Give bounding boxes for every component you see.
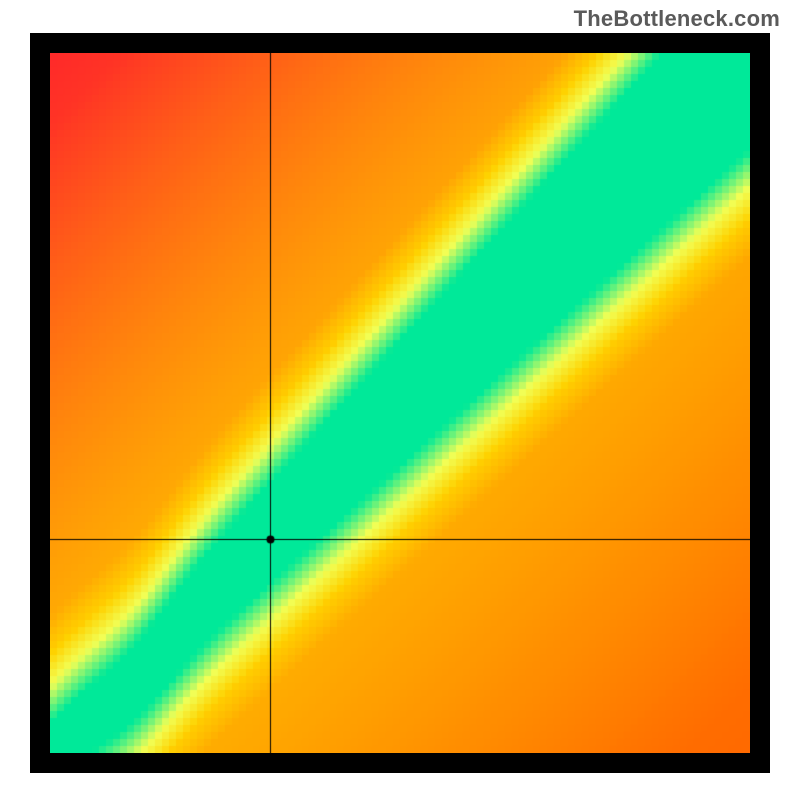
watermark-text: TheBottleneck.com <box>574 6 780 32</box>
crosshair-overlay <box>50 53 750 753</box>
page-container: TheBottleneck.com <box>0 0 800 800</box>
heatmap-frame <box>30 33 770 773</box>
